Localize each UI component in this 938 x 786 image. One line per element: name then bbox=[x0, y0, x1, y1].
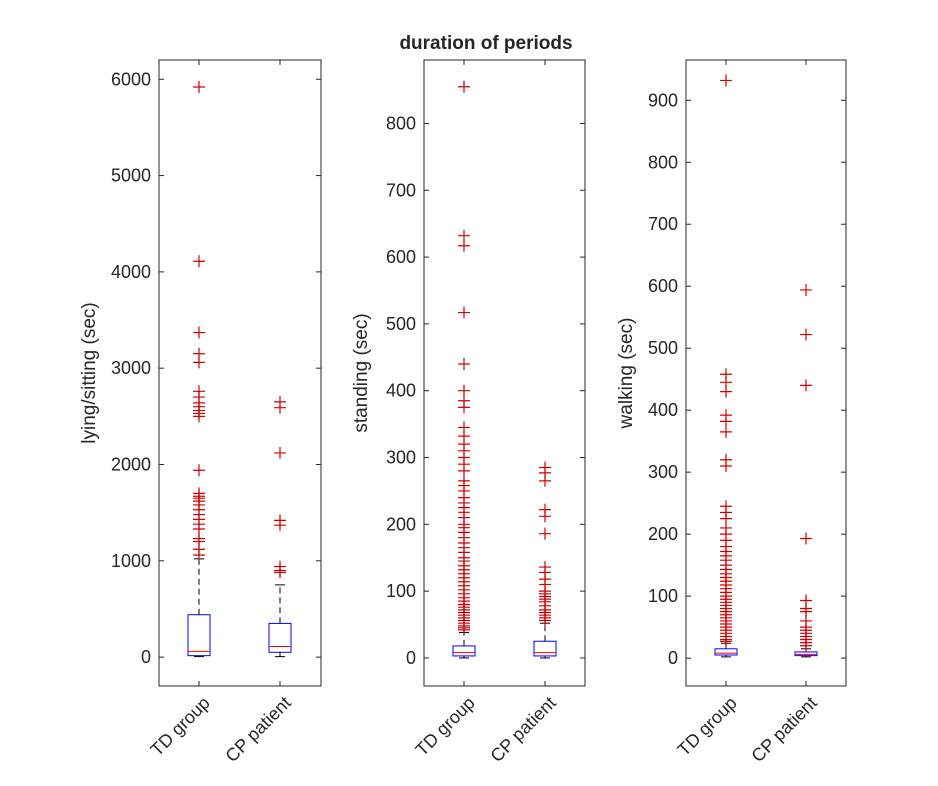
y-tick-label: 4000 bbox=[111, 262, 151, 282]
box-td-group bbox=[452, 80, 476, 659]
figure-title: duration of periods bbox=[399, 33, 572, 54]
y-axis-label: walking (sec) bbox=[616, 318, 637, 430]
outlier-point bbox=[800, 532, 812, 545]
y-axis-label: lying/sitting (sec) bbox=[79, 302, 100, 444]
iqr-box bbox=[533, 640, 557, 657]
y-tick-label: 0 bbox=[668, 648, 678, 668]
axes-frame bbox=[158, 59, 322, 687]
axes-frame bbox=[423, 59, 586, 687]
y-tick-label: 2000 bbox=[111, 454, 151, 474]
outlier-point bbox=[458, 464, 470, 477]
iqr-box bbox=[187, 614, 211, 657]
outlier-point bbox=[193, 464, 205, 477]
outlier-point bbox=[458, 239, 470, 252]
box-cp-patient bbox=[533, 461, 557, 659]
x-tick-label: TD group bbox=[412, 693, 479, 760]
y-tick-label: 5000 bbox=[111, 166, 151, 186]
y-axis-label: standing (sec) bbox=[351, 313, 372, 432]
y-tick-label: 700 bbox=[386, 180, 416, 200]
box-td-group bbox=[187, 80, 211, 658]
y-tick-label: 3000 bbox=[111, 358, 151, 378]
iqr-box bbox=[794, 651, 818, 657]
y-tick-label: 100 bbox=[648, 586, 678, 606]
y-tick-label: 0 bbox=[406, 648, 416, 668]
outlier-point bbox=[274, 519, 286, 532]
outlier-point bbox=[274, 566, 286, 579]
outlier-point bbox=[539, 614, 551, 627]
subplot-3: 0 100 200 300 400 500 600 700 800 900 TD group CP p… bbox=[616, 59, 847, 766]
outlier-point bbox=[458, 80, 470, 93]
outlier-point bbox=[800, 328, 812, 341]
outlier-point bbox=[193, 410, 205, 423]
outlier-point bbox=[274, 446, 286, 459]
y-tick-label: 0 bbox=[141, 647, 151, 667]
outlier-point bbox=[193, 80, 205, 93]
outlier-point bbox=[539, 510, 551, 523]
x-tick-label: CP patient bbox=[486, 693, 559, 766]
iqr-box bbox=[268, 622, 292, 653]
outlier-point bbox=[720, 74, 732, 87]
y-tick-label: 600 bbox=[648, 276, 678, 296]
box-td-group bbox=[714, 74, 738, 658]
outlier-point bbox=[458, 384, 470, 397]
outlier-point bbox=[193, 356, 205, 369]
y-tick-label: 900 bbox=[648, 90, 678, 110]
outlier-point bbox=[720, 425, 732, 438]
axes-frame bbox=[685, 59, 847, 687]
outlier-point bbox=[800, 283, 812, 296]
y-tick-label: 800 bbox=[386, 113, 416, 133]
outlier-point bbox=[800, 639, 812, 652]
y-tick-label: 200 bbox=[648, 524, 678, 544]
y-tick-label: 400 bbox=[648, 400, 678, 420]
outlier-point bbox=[458, 357, 470, 370]
outlier-point bbox=[720, 415, 732, 428]
outlier-point bbox=[720, 385, 732, 398]
y-tick-label: 400 bbox=[386, 381, 416, 401]
outlier-point bbox=[458, 306, 470, 319]
y-tick-label: 300 bbox=[648, 462, 678, 482]
y-tick-label: 700 bbox=[648, 214, 678, 234]
y-tick-label: 200 bbox=[386, 514, 416, 534]
outlier-point bbox=[274, 401, 286, 414]
outlier-point bbox=[458, 229, 470, 242]
iqr-box bbox=[714, 648, 738, 656]
outlier-point bbox=[458, 623, 470, 636]
x-tick-label: TD group bbox=[147, 693, 214, 760]
y-tick-label: 500 bbox=[386, 314, 416, 334]
box-cp-patient bbox=[794, 283, 818, 658]
box-cp-patient bbox=[268, 395, 292, 658]
outlier-point bbox=[720, 635, 732, 648]
iqr-box bbox=[452, 645, 476, 657]
x-tick-label: TD group bbox=[674, 693, 741, 760]
outlier-point bbox=[193, 326, 205, 339]
outlier-point bbox=[720, 459, 732, 472]
y-tick-label: 800 bbox=[648, 152, 678, 172]
outlier-point bbox=[539, 527, 551, 540]
outlier-point bbox=[800, 379, 812, 392]
outlier-point bbox=[193, 549, 205, 562]
subplot-2: 0 100 200 300 400 500 600 700 800 TD group CP pati… bbox=[351, 59, 586, 766]
x-tick-label: CP patient bbox=[747, 693, 820, 766]
outlier-point bbox=[539, 474, 551, 487]
y-tick-label: 6000 bbox=[111, 69, 151, 89]
y-tick-label: 1000 bbox=[111, 551, 151, 571]
y-tick-label: 600 bbox=[386, 247, 416, 267]
outlier-point bbox=[458, 401, 470, 414]
y-tick-label: 300 bbox=[386, 448, 416, 468]
subplot-1: 0 1000 2000 3000 4000 5000 6000 TD group CP pati… bbox=[79, 59, 322, 766]
x-tick-label: CP patient bbox=[221, 693, 294, 766]
y-tick-label: 100 bbox=[386, 581, 416, 601]
y-tick-label: 500 bbox=[648, 338, 678, 358]
outlier-point bbox=[193, 255, 205, 268]
